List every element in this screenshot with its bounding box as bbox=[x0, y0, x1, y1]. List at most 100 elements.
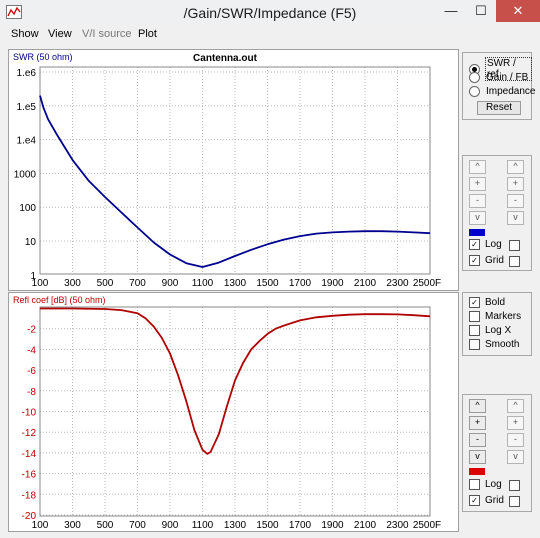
markers-checkbox[interactable]: Markers bbox=[469, 311, 521, 322]
y-tick-label: -8 bbox=[27, 387, 36, 398]
scale-minus-button-right[interactable]: - bbox=[507, 194, 524, 208]
y-axis-label: SWR (50 ohm) bbox=[13, 52, 73, 62]
radio-label: Gain / FB bbox=[486, 72, 529, 83]
swr-grid-checkbox[interactable]: ✓ Grid bbox=[469, 255, 504, 266]
plot-type-panel: SWR / ref Gain / FB Impedance Reset bbox=[462, 52, 535, 120]
x-tick-label: 1900 bbox=[321, 278, 344, 289]
scale-up-button-right[interactable]: ^ bbox=[507, 399, 524, 413]
y-tick-label: 1.e6 bbox=[17, 68, 37, 79]
scale-down-button[interactable]: v bbox=[469, 450, 486, 464]
refl-log-checkbox-right[interactable] bbox=[509, 480, 520, 491]
radio-button[interactable] bbox=[469, 86, 480, 97]
radio-impedance[interactable]: Impedance bbox=[469, 86, 535, 97]
series-line bbox=[40, 307, 431, 455]
y-tick-label: -10 bbox=[22, 408, 37, 419]
x-tick-label: 1900 bbox=[321, 520, 344, 531]
checkbox-label: Log X bbox=[485, 325, 512, 336]
scale-down-button-right[interactable]: v bbox=[507, 450, 524, 464]
scale-up-button-right[interactable]: ^ bbox=[507, 160, 524, 174]
checkbox[interactable] bbox=[469, 479, 480, 490]
x-tick-label: 2300 bbox=[386, 520, 409, 531]
y-tick-label: -20 bbox=[22, 511, 37, 522]
menu-vi-source[interactable]: V/I source bbox=[82, 28, 132, 40]
scale-minus-button[interactable]: - bbox=[469, 194, 486, 208]
scale-plus-button[interactable]: + bbox=[469, 177, 486, 191]
x-tick-label: 700 bbox=[129, 278, 146, 289]
menu-bar: Show View V/I source Plot bbox=[0, 26, 540, 44]
checkbox[interactable]: ✓ bbox=[469, 255, 480, 266]
y-tick-label: -6 bbox=[27, 366, 36, 377]
scale-plus-button-right[interactable]: + bbox=[507, 177, 524, 191]
checkbox[interactable]: ✓ bbox=[469, 495, 480, 506]
scale-up-button[interactable]: ^ bbox=[469, 399, 486, 413]
x-tick-label: 1300 bbox=[224, 278, 247, 289]
y-tick-label: 1.e5 bbox=[17, 102, 37, 113]
y-tick-label: 10 bbox=[25, 237, 37, 248]
close-button[interactable]: ✕ bbox=[496, 0, 540, 22]
y-tick-label: 1000 bbox=[14, 169, 37, 180]
checkbox[interactable] bbox=[469, 325, 480, 336]
x-tick-label: 2100 bbox=[354, 278, 377, 289]
options-panel: ✓ Bold Markers Log X Smooth bbox=[462, 292, 532, 356]
plot-frame bbox=[39, 306, 431, 517]
menu-show[interactable]: Show bbox=[11, 28, 39, 40]
refl-coef-plot: 100 300 500 700 900 1100 1300 1500 1700 1900 2100 2… bbox=[13, 295, 441, 531]
swr-grid-checkbox-right[interactable] bbox=[509, 256, 520, 267]
x-tick-label: 2500F bbox=[413, 278, 441, 289]
refl-color-swatch[interactable] bbox=[469, 468, 485, 475]
x-tick-label: 2100 bbox=[354, 520, 377, 531]
checkbox[interactable]: ✓ bbox=[469, 297, 480, 308]
refl-grid-checkbox[interactable]: ✓ Grid bbox=[469, 495, 504, 506]
checkbox[interactable] bbox=[469, 339, 480, 350]
scale-minus-button-right[interactable]: - bbox=[507, 433, 524, 447]
x-tick-label: 100 bbox=[32, 520, 49, 531]
radio-gain-fb[interactable]: Gain / FB bbox=[469, 72, 528, 83]
smooth-checkbox[interactable]: Smooth bbox=[469, 339, 519, 350]
y-tick-label: 1.e4 bbox=[17, 136, 37, 147]
scale-up-button[interactable]: ^ bbox=[469, 160, 486, 174]
swr-scale-panel: ^ + - v ^ + - v ✓ Log ✓ Grid bbox=[462, 155, 532, 271]
scale-plus-button-right[interactable]: + bbox=[507, 416, 524, 430]
menu-plot[interactable]: Plot bbox=[138, 28, 157, 40]
refl-log-checkbox[interactable]: Log bbox=[469, 479, 502, 490]
swr-color-swatch[interactable] bbox=[469, 229, 485, 236]
checkbox[interactable]: ✓ bbox=[469, 239, 480, 250]
x-tick-label: 500 bbox=[97, 520, 114, 531]
bold-checkbox[interactable]: ✓ Bold bbox=[469, 297, 505, 308]
checkbox-label: Grid bbox=[485, 255, 504, 266]
refl-grid-checkbox-right[interactable] bbox=[509, 496, 520, 507]
y-tick-label: -14 bbox=[22, 449, 37, 460]
radio-label: Impedance bbox=[486, 86, 536, 97]
radio-button[interactable] bbox=[469, 72, 480, 83]
x-tick-label: 500 bbox=[97, 278, 114, 289]
scale-plus-button[interactable]: + bbox=[469, 416, 486, 430]
window-title: /Gain/SWR/Impedance (F5) bbox=[183, 5, 357, 21]
x-tick-label: 100 bbox=[32, 278, 49, 289]
scale-down-button[interactable]: v bbox=[469, 211, 486, 225]
plot-frame bbox=[39, 66, 431, 275]
x-tick-label: 1700 bbox=[289, 278, 312, 289]
swr-chart[interactable]: 100 300 500 700 900 1100 1300 1500 1700 1900 2100 2… bbox=[8, 49, 459, 291]
swr-log-checkbox[interactable]: ✓ Log bbox=[469, 239, 502, 250]
scale-down-button-right[interactable]: v bbox=[507, 211, 524, 225]
refl-coef-chart[interactable]: 100 300 500 700 900 1100 1300 1500 1700 1900 2100 2… bbox=[8, 292, 459, 532]
reset-button[interactable]: Reset bbox=[477, 101, 521, 115]
checkbox[interactable] bbox=[469, 311, 480, 322]
y-tick-label: -2 bbox=[27, 325, 36, 336]
checkbox-label: Bold bbox=[485, 297, 506, 308]
refl-scale-panel: ^ + - v ^ + - v Log ✓ Grid bbox=[462, 394, 532, 512]
app-icon bbox=[6, 5, 22, 19]
x-tick-label: 1500 bbox=[256, 278, 279, 289]
scale-minus-button[interactable]: - bbox=[469, 433, 486, 447]
x-tick-label: 1700 bbox=[289, 520, 312, 531]
title-bar: /Gain/SWR/Impedance (F5) — ☐ ✕ bbox=[0, 0, 540, 27]
log-x-checkbox[interactable]: Log X bbox=[469, 325, 511, 336]
maximize-button[interactable]: ☐ bbox=[475, 3, 487, 18]
checkbox-label: Log bbox=[485, 239, 502, 250]
y-tick-label: 100 bbox=[19, 203, 36, 214]
minimize-button[interactable]: — bbox=[444, 3, 458, 18]
swr-log-checkbox-right[interactable] bbox=[509, 240, 520, 251]
radio-label: SWR / ref bbox=[484, 57, 533, 81]
checkbox-label: Log bbox=[485, 479, 502, 490]
menu-view[interactable]: View bbox=[48, 28, 72, 40]
